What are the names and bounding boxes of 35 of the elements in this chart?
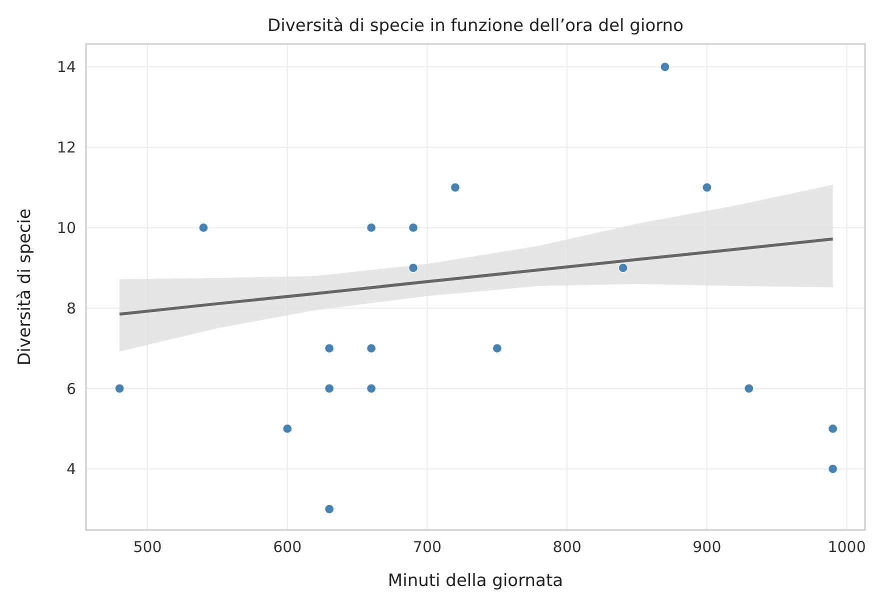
y-tick-label: 8 (66, 299, 76, 318)
point (618, 263, 628, 273)
x-tick-label: 900 (692, 538, 722, 556)
y-tick-label: 4 (66, 460, 76, 478)
point (282, 424, 292, 434)
x-axis-title: Minuti della giornata (388, 571, 564, 591)
line-series (118, 237, 834, 316)
x-tick-label: 1000 (828, 538, 866, 556)
x-tick-label: 600 (273, 538, 302, 556)
y-tick-label: 12 (56, 138, 76, 157)
point (114, 384, 124, 394)
point (324, 344, 334, 354)
point (366, 384, 376, 394)
point (366, 222, 376, 233)
y-axis-title: Diversità di specie (15, 208, 35, 366)
point (744, 384, 754, 394)
point (828, 464, 838, 474)
y-tick-label: 14 (56, 58, 76, 76)
point (492, 344, 502, 354)
y-tick-label: 10 (56, 218, 76, 237)
point (660, 62, 670, 72)
point (324, 384, 334, 394)
x-tick-label: 500 (133, 538, 162, 556)
point (828, 424, 838, 434)
x-tick-label: 700 (412, 538, 442, 556)
y-tick-label: 6 (66, 380, 76, 398)
chart-title: Diversità di specie in funzione dell’ora del giorno (268, 16, 684, 36)
point (408, 263, 418, 273)
point (366, 344, 376, 354)
point (324, 504, 334, 514)
point (198, 222, 208, 233)
point (702, 182, 712, 192)
x-tick-label: 800 (552, 538, 582, 556)
point (450, 182, 460, 192)
point (408, 222, 418, 233)
